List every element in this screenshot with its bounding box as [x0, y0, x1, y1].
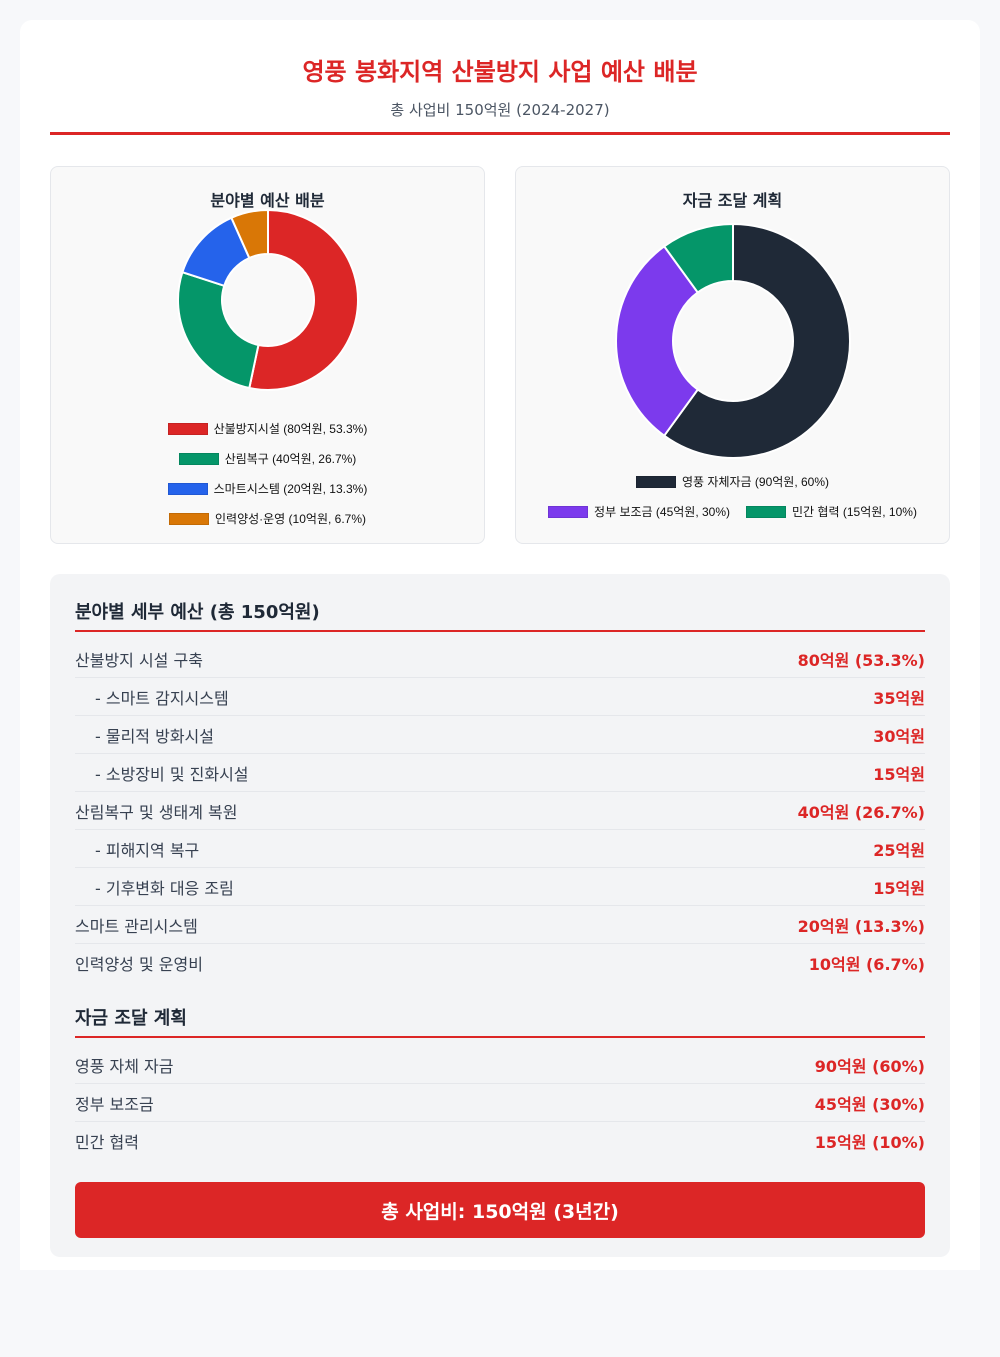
detail-amount: 15억원 — [873, 878, 925, 898]
funding-amount: 15억원 (10%) — [814, 1133, 925, 1152]
budget-donut-chart — [177, 208, 359, 391]
legend-swatch — [635, 475, 676, 488]
detail-row: - 스마트 감지시스템 35억원 — [75, 678, 925, 716]
detail-amount: 15억원 — [873, 764, 925, 784]
detail-row: 산불방지 시설 구축 80억원 (53.3%) — [75, 640, 925, 678]
detail-row: - 소방장비 및 진화시설 15억원 — [75, 754, 925, 792]
donut-slice-1 — [615, 244, 700, 438]
legend-item-2[interactable]: 민간 협력 (15억원, 10%) — [746, 503, 917, 520]
budget-chart-legend: 산불방지시설 (80억원, 53.3%) 산림복구 (40억원, 26.7%) 스마… — [51, 420, 484, 540]
page-title: 영풍 봉화지역 산불방지 사업 예산 배분 — [302, 58, 698, 86]
legend-swatch — [168, 512, 209, 525]
donut-slice-2 — [662, 222, 734, 294]
legend-label: 스마트시스템 (20억원, 13.3%) — [213, 482, 368, 496]
legend-item-1[interactable]: 정부 보조금 (45억원, 30%) — [548, 503, 730, 520]
detail-amount: 20억원 (13.3%) — [797, 916, 925, 936]
detail-row: 인력양성 및 운영비 10억원 (6.7%) — [75, 944, 925, 982]
funding-amount: 45억원 (30%) — [814, 1094, 925, 1114]
detail-amount: 25억원 — [873, 840, 925, 860]
detail-row: 산림복구 및 생태계 복원 40억원 (26.7%) — [75, 792, 925, 830]
funding-donut-chart — [615, 222, 851, 459]
legend-swatch — [167, 482, 208, 495]
funding-row: 영풍 자체 자금 90억원 (60%) — [75, 1046, 925, 1084]
legend-swatch — [178, 452, 219, 465]
legend-label: 인력양성·운영 (10억원, 6.7%) — [214, 512, 366, 526]
funding-label: 민간 협력 — [75, 1133, 139, 1152]
main-card: 영풍 봉화지역 산불방지 사업 예산 배분 총 사업비 150억원 (2024-… — [20, 20, 980, 1270]
detail-amount: 35억원 — [873, 688, 925, 708]
funding-section-title: 자금 조달 계획 — [75, 1004, 925, 1038]
detail-list: 산불방지 시설 구축 80억원 (53.3%) - 스마트 감지시스템 35억원 - 물… — [75, 640, 925, 982]
detail-label: 인력양성 및 운영비 — [75, 955, 203, 974]
detail-row: - 피해지역 복구 25억원 — [75, 830, 925, 868]
donut-slice-0 — [248, 208, 359, 391]
legend-label: 산불방지시설 (80억원, 53.3%) — [213, 422, 368, 436]
legend-swatch — [167, 422, 208, 435]
detail-label: - 물리적 방화시설 — [95, 726, 214, 746]
detail-label: 스마트 관리시스템 — [75, 916, 198, 936]
detail-label: - 스마트 감지시스템 — [95, 688, 229, 708]
detail-section-title: 분야별 세부 예산 (총 150억원) — [75, 598, 925, 632]
legend-label: 민간 협력 (15억원, 10%) — [792, 505, 917, 519]
legend-swatch — [548, 505, 589, 518]
detail-panel: 분야별 세부 예산 (총 150억원) 산불방지 시설 구축 80억원 (53.3… — [50, 574, 950, 1257]
detail-row: - 물리적 방화시설 30억원 — [75, 716, 925, 754]
legend-item-1[interactable]: 산림복구 (40억원, 26.7%) — [178, 450, 357, 467]
total-banner: 총 사업비: 150억원 (3년간) — [75, 1182, 925, 1238]
detail-amount: 80억원 (53.3%) — [797, 650, 925, 670]
legend-label: 산림복구 (40억원, 26.7%) — [224, 452, 357, 466]
page-header: 영풍 봉화지역 산불방지 사업 예산 배분 총 사업비 150억원 (2024-… — [50, 50, 950, 135]
funding-chart-panel: 자금 조달 계획 영풍 자체자금 (90억원, 60%) 정부 보조금 (45억원… — [515, 166, 950, 544]
legend-label: 영풍 자체자금 (90억원, 60%) — [681, 475, 829, 489]
page-subtitle: 총 사업비 150억원 (2024-2027) — [390, 101, 610, 119]
donut-slice-1 — [177, 270, 260, 390]
detail-label: - 기후변화 대응 조림 — [95, 878, 234, 898]
detail-row: - 기후변화 대응 조림 15억원 — [75, 868, 925, 906]
detail-label: - 소방장비 및 진화시설 — [95, 764, 249, 784]
legend-swatch — [746, 505, 787, 518]
donut-slice-3 — [230, 208, 269, 260]
detail-label: 산림복구 및 생태계 복원 — [75, 802, 238, 822]
funding-row: 민간 협력 15억원 (10%) — [75, 1122, 925, 1160]
detail-amount: 10억원 (6.7%) — [808, 955, 925, 974]
funding-list: 영풍 자체 자금 90억원 (60%) 정부 보조금 45억원 (30%) 민간 협력 1… — [75, 1046, 925, 1160]
budget-chart-panel: 분야별 예산 배분 산불방지시설 (80억원, 53.3%) 산림복구 (40억원… — [50, 166, 485, 544]
funding-label: 영풍 자체 자금 — [75, 1056, 174, 1076]
funding-chart-legend: 영풍 자체자금 (90억원, 60%) 정부 보조금 (45억원, 30%) 민간 … — [516, 473, 949, 533]
funding-amount: 90억원 (60%) — [814, 1056, 925, 1076]
legend-label: 정부 보조금 (45억원, 30%) — [594, 505, 731, 519]
legend-item-2[interactable]: 스마트시스템 (20억원, 13.3%) — [167, 480, 368, 497]
funding-row: 정부 보조금 45억원 (30%) — [75, 1084, 925, 1122]
funding-label: 정부 보조금 — [75, 1094, 154, 1114]
legend-item-3[interactable]: 인력양성·운영 (10억원, 6.7%) — [168, 510, 366, 527]
detail-label: 산불방지 시설 구축 — [75, 650, 203, 670]
detail-amount: 40억원 (26.7%) — [797, 802, 925, 822]
detail-amount: 30억원 — [873, 726, 925, 746]
budget-chart-title: 분야별 예산 배분 — [210, 191, 325, 210]
detail-label: - 피해지역 복구 — [95, 840, 200, 860]
funding-chart-title: 자금 조달 계획 — [682, 191, 783, 210]
detail-row: 스마트 관리시스템 20억원 (13.3%) — [75, 906, 925, 944]
donut-slice-0 — [662, 222, 851, 459]
legend-item-0[interactable]: 산불방지시설 (80억원, 53.3%) — [167, 420, 368, 437]
legend-item-0[interactable]: 영풍 자체자금 (90억원, 60%) — [635, 473, 829, 490]
